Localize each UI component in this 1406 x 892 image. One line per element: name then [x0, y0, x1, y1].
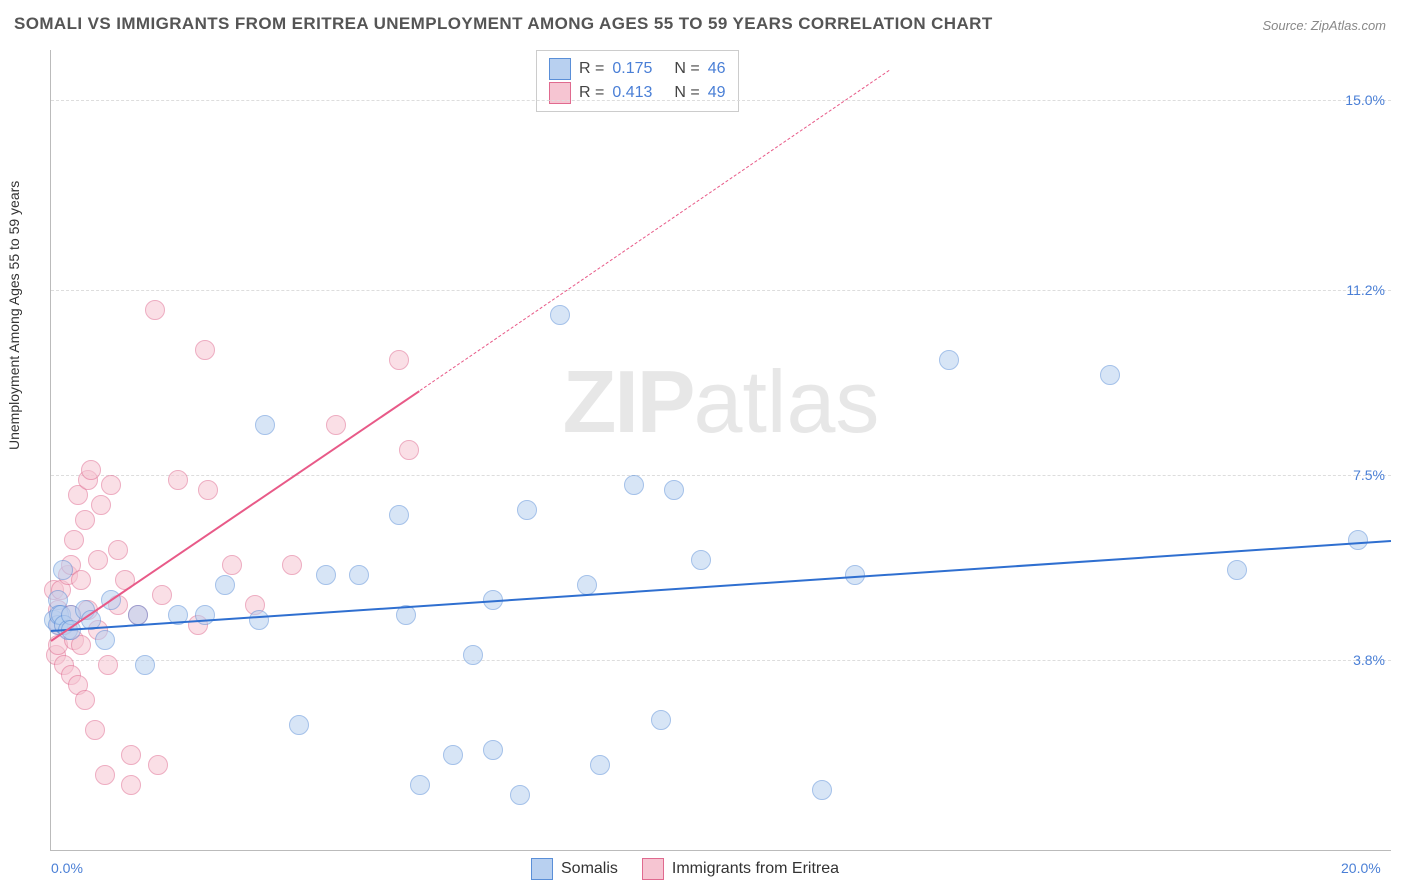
y-tick-label: 15.0% [1345, 92, 1385, 108]
legend-row: R = 0.175 N = 46 [549, 57, 726, 81]
scatter-point [939, 350, 959, 370]
scatter-point [399, 440, 419, 460]
legend-label: Somalis [561, 860, 618, 878]
gridline [51, 290, 1391, 291]
x-tick-label: 20.0% [1341, 860, 1381, 876]
scatter-point [95, 765, 115, 785]
scatter-point [75, 510, 95, 530]
watermark: ZIPatlas [563, 351, 880, 453]
scatter-point [517, 500, 537, 520]
scatter-point [121, 745, 141, 765]
scatter-point [1348, 530, 1368, 550]
legend-item: Immigrants from Eritrea [642, 858, 839, 880]
chart-title: SOMALI VS IMMIGRANTS FROM ERITREA UNEMPL… [14, 14, 993, 34]
scatter-point [664, 480, 684, 500]
scatter-point [198, 480, 218, 500]
n-label: N = [674, 57, 699, 81]
legend-item: Somalis [531, 858, 618, 880]
source-label: Source: ZipAtlas.com [1262, 18, 1386, 33]
watermark-atlas: atlas [694, 352, 880, 451]
scatter-point [53, 560, 73, 580]
watermark-zip: ZIP [563, 352, 694, 451]
legend-swatch [531, 858, 553, 880]
scatter-point [389, 505, 409, 525]
scatter-point [326, 415, 346, 435]
scatter-point [1227, 560, 1247, 580]
scatter-point [282, 555, 302, 575]
scatter-point [389, 350, 409, 370]
plot-area: ZIPatlas R =0.175N =46R =0.413N =49 Soma… [50, 50, 1391, 851]
chart-container: SOMALI VS IMMIGRANTS FROM ERITREA UNEMPL… [0, 0, 1406, 892]
y-axis-label: Unemployment Among Ages 55 to 59 years [6, 181, 22, 450]
scatter-point [410, 775, 430, 795]
trend-line [51, 540, 1391, 632]
trend-line [50, 390, 420, 642]
scatter-point [121, 775, 141, 795]
scatter-point [101, 475, 121, 495]
scatter-point [289, 715, 309, 735]
scatter-point [81, 460, 101, 480]
scatter-point [222, 555, 242, 575]
scatter-point [98, 655, 118, 675]
scatter-point [463, 645, 483, 665]
scatter-point [510, 785, 530, 805]
scatter-point [108, 540, 128, 560]
scatter-point [255, 415, 275, 435]
scatter-point [651, 710, 671, 730]
scatter-point [135, 655, 155, 675]
n-label: N = [674, 81, 699, 105]
x-tick-label: 0.0% [51, 860, 83, 876]
scatter-point [812, 780, 832, 800]
r-value: 0.175 [612, 57, 652, 81]
legend-swatch [642, 858, 664, 880]
scatter-point [148, 755, 168, 775]
gridline [51, 475, 1391, 476]
n-value: 46 [708, 57, 726, 81]
y-tick-label: 7.5% [1353, 467, 1385, 483]
legend-swatch [549, 58, 571, 80]
correlation-legend: R = 0.175 N = 46 R = 0.413 N = 49 [536, 50, 739, 112]
scatter-point [249, 610, 269, 630]
r-value: 0.413 [612, 81, 652, 105]
scatter-point [195, 340, 215, 360]
scatter-point [316, 565, 336, 585]
scatter-point [590, 755, 610, 775]
legend-label: Immigrants from Eritrea [672, 860, 839, 878]
r-label: R = [579, 81, 604, 105]
gridline [51, 660, 1391, 661]
gridline [51, 100, 1391, 101]
legend-row: R = 0.413 N = 49 [549, 81, 726, 105]
scatter-point [88, 550, 108, 570]
scatter-point [577, 575, 597, 595]
scatter-point [215, 575, 235, 595]
scatter-point [64, 530, 84, 550]
r-label: R = [579, 57, 604, 81]
scatter-point [152, 585, 172, 605]
scatter-point [128, 605, 148, 625]
scatter-point [75, 690, 95, 710]
series-legend: Somalis Immigrants from Eritrea [531, 858, 839, 880]
scatter-point [91, 495, 111, 515]
scatter-point [550, 305, 570, 325]
scatter-point [624, 475, 644, 495]
y-tick-label: 11.2% [1346, 282, 1385, 298]
scatter-point [85, 720, 105, 740]
scatter-point [1100, 365, 1120, 385]
y-tick-label: 3.8% [1353, 652, 1385, 668]
scatter-point [95, 630, 115, 650]
scatter-point [483, 740, 503, 760]
scatter-point [145, 300, 165, 320]
scatter-point [71, 570, 91, 590]
scatter-point [349, 565, 369, 585]
scatter-point [168, 470, 188, 490]
n-value: 49 [708, 81, 726, 105]
scatter-point [443, 745, 463, 765]
trend-line [419, 70, 889, 391]
scatter-point [691, 550, 711, 570]
